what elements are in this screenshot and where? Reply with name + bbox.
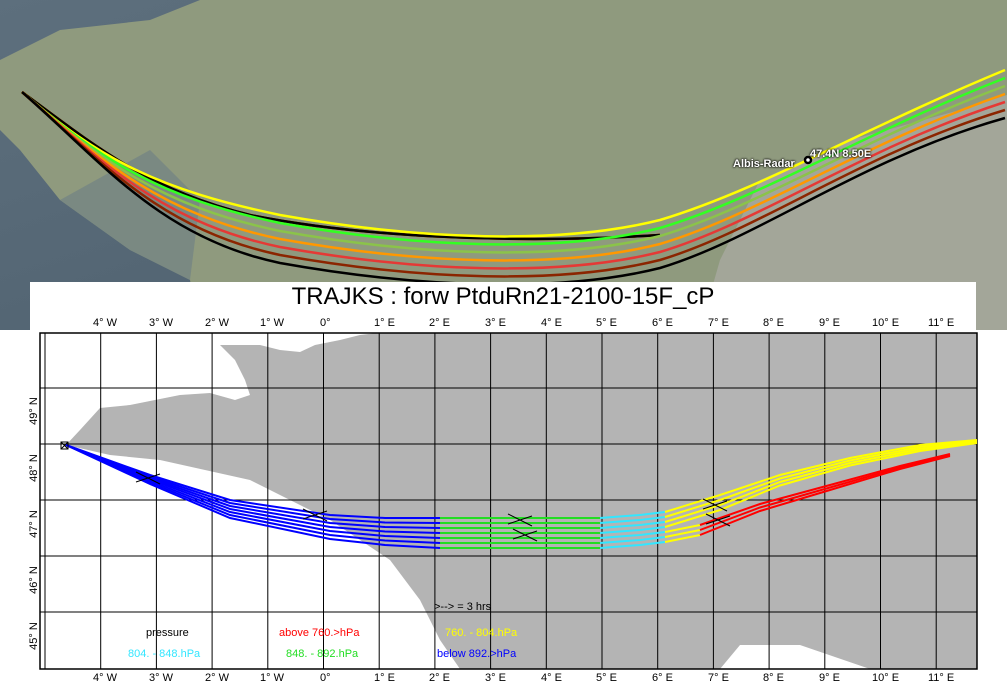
lon-label-bottom: 5° E (596, 672, 617, 684)
lon-label-top: 10° E (872, 317, 900, 329)
sat-trajectory (21, 91, 1006, 278)
trajectory-segment (65, 444, 441, 524)
time-arrow-icon (507, 513, 533, 527)
lon-label-top: 1° W (260, 317, 284, 329)
legend-804-848: 804. - 848.hPa (128, 648, 201, 660)
lon-label-top: 6° E (652, 317, 673, 329)
trajectory-map (39, 332, 978, 670)
legend-title: pressure (146, 627, 189, 639)
lon-label-bottom: 2° E (429, 672, 450, 684)
legend-848-892: 848. - 892.hPa (286, 648, 359, 660)
time-arrow-icon (302, 508, 328, 522)
trajectory-segment (599, 521, 666, 529)
lon-label-bottom: 0° (320, 672, 331, 684)
lon-label-bottom: 3° W (149, 672, 173, 684)
trajectory-segment (664, 534, 701, 543)
lon-label-top: 1° E (374, 317, 395, 329)
lon-label-top: 4° W (93, 317, 117, 329)
lon-label-bottom: 9° E (819, 672, 840, 684)
sat-trajectory (21, 90, 661, 241)
alps-area (700, 95, 1007, 330)
lon-label-top: 3° W (149, 317, 173, 329)
trajectory-segment (599, 536, 666, 544)
lon-label-bottom: 10° E (872, 672, 900, 684)
lon-label-bottom: 4° E (541, 672, 562, 684)
time-arrow-icon (512, 528, 538, 542)
lon-label-top: 0° (320, 317, 331, 329)
trajectory-segment (599, 541, 666, 549)
time-arrow-icon (705, 513, 731, 527)
lon-label-top: 2° W (205, 317, 229, 329)
trajectory-segment (65, 444, 441, 539)
lon-label-bottom: 7° E (708, 672, 729, 684)
land-mass-spain (560, 660, 640, 669)
trajectory-segment (699, 453, 951, 526)
satellite-map (0, 0, 1007, 330)
lon-label-top: 8° E (763, 317, 784, 329)
legend-760-804: 760. - 804.hPa (445, 627, 518, 639)
trajectory-segment (599, 511, 666, 519)
lon-label-bottom: 6° E (652, 672, 673, 684)
trajectory-segment (65, 444, 440, 519)
trajectory-segment (65, 444, 441, 549)
sat-trajectory (21, 91, 1006, 262)
legend-below: below 892.>hPa (437, 648, 517, 660)
legend-above: above 760.>hPa (279, 627, 360, 639)
page-title: TRAJKS : forw PtduRn21-2100-15F_cP (291, 283, 715, 310)
trajectory-segment (699, 455, 951, 536)
lat-label: 46° N (27, 566, 40, 594)
time-arrow-icon (702, 498, 728, 512)
lon-label-top: 11° E (928, 317, 955, 329)
trajectory-segment (664, 441, 978, 523)
title-panel (30, 282, 976, 332)
time-arrow-icon (135, 471, 161, 485)
lon-label-top: 4° E (541, 317, 562, 329)
lon-label-top: 9° E (819, 317, 840, 329)
time-marker-label: >--> = 3 hrs (434, 601, 492, 613)
trajectory-segment (664, 529, 701, 538)
trajectory-segment (65, 444, 441, 544)
lon-label-top: 7° E (708, 317, 729, 329)
sat-trajectory (21, 84, 1006, 254)
trajectory-segment (599, 526, 666, 534)
trajectory-segment (65, 444, 441, 534)
lon-label-bottom: 8° E (763, 672, 784, 684)
lat-label: 49° N (27, 397, 40, 425)
lon-label-bottom: 4° W (93, 672, 117, 684)
land-mass (66, 333, 977, 669)
trajectory-lines (65, 439, 978, 549)
lon-label-bottom: 11° E (928, 672, 955, 684)
lat-lon-grid (40, 333, 977, 669)
lon-label-bottom: 1° E (374, 672, 395, 684)
trajectory-segment (599, 531, 666, 539)
lon-label-top: 2° E (429, 317, 450, 329)
trajectory-segment (664, 439, 978, 513)
satellite-trajectories (21, 68, 1006, 286)
trajectory-segment (664, 442, 978, 528)
lon-label-bottom: 2° W (205, 672, 229, 684)
time-arrows (135, 471, 731, 542)
lat-label: 48° N (27, 454, 40, 482)
lat-label: 47° N (27, 510, 40, 538)
lon-label-bottom: 3° E (485, 672, 506, 684)
trajectory-segment (664, 524, 701, 533)
sat-trajectory (21, 68, 1006, 238)
station-coordinate: 47.4N 8.50E (810, 148, 872, 160)
start-marker (60, 441, 69, 450)
sat-trajectory (21, 91, 1006, 270)
trajectory-segment (599, 516, 666, 524)
lat-label: 45° N (27, 622, 40, 650)
lon-label-bottom: 1° W (260, 672, 284, 684)
lon-label-top: 5° E (596, 317, 617, 329)
map-frame (39, 332, 978, 670)
sat-trajectory (21, 76, 1006, 246)
station-label: Albis-Radar (733, 158, 795, 170)
lon-label-top: 3° E (485, 317, 506, 329)
start-marker-cross (60, 441, 69, 450)
station-marker (803, 155, 813, 165)
trajectory-segment (699, 454, 951, 531)
